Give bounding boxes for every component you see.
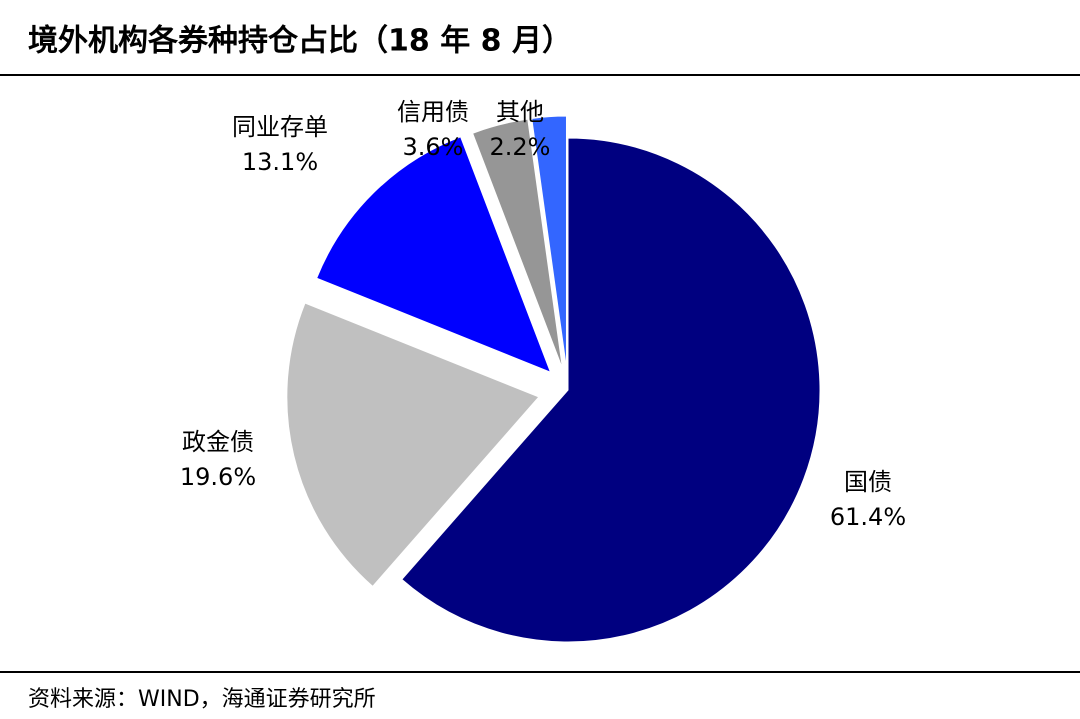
slice-value-label: 2.2%	[490, 133, 551, 161]
slice-label: 国债	[844, 468, 892, 496]
pie-slice	[531, 115, 567, 369]
source-note: 资料来源：WIND，海通证券研究所	[28, 687, 376, 712]
slice-label: 信用债	[397, 98, 469, 126]
slice-value-label: 3.6%	[403, 133, 464, 161]
chart-title: 境外机构各券种持仓占比（18 年 8 月）	[28, 24, 572, 59]
slice-label: 同业存单	[232, 113, 328, 141]
pie-slice	[471, 118, 564, 369]
pie-slice	[286, 302, 540, 588]
slice-label: 政金债	[182, 428, 254, 456]
slice-value-label: 19.6%	[180, 463, 256, 491]
pie-slice	[401, 137, 821, 643]
slice-label: 其他	[496, 98, 544, 126]
pie-slice	[315, 136, 552, 374]
slice-value-label: 13.1%	[242, 148, 318, 176]
slice-value-label: 61.4%	[830, 503, 906, 531]
